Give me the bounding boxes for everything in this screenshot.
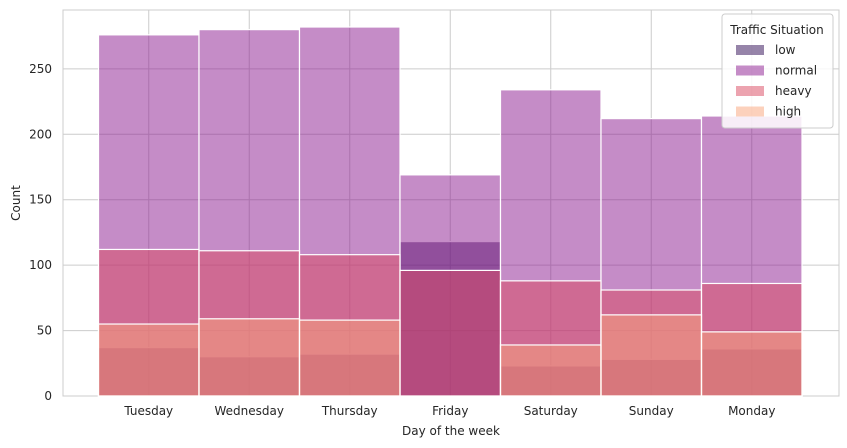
y-axis-label: Count (9, 185, 23, 221)
legend-swatch-heavy (736, 86, 764, 96)
x-axis-label: Day of the week (402, 424, 500, 438)
bar-high-tuesday (97, 323, 200, 397)
legend-label-low: low (775, 43, 796, 57)
x-tick-label: Monday (728, 404, 775, 418)
x-tick-label: Tuesday (123, 404, 173, 418)
y-tick-label: 150 (29, 193, 52, 207)
y-tick-label: 200 (29, 127, 52, 141)
bar-high-sunday (600, 314, 703, 397)
bars (97, 26, 803, 397)
x-tick-label: Friday (432, 404, 468, 418)
bar-high-wednesday (198, 318, 301, 397)
y-tick-label: 100 (29, 258, 52, 272)
legend-swatch-low (736, 45, 764, 55)
legend-swatch-normal (736, 65, 764, 76)
y-tick-label: 50 (37, 324, 52, 338)
y-tick-label: 250 (29, 62, 52, 76)
legend-box (721, 13, 834, 129)
y-tick-label: 0 (44, 389, 52, 403)
legend: Traffic Situation low normal heavy high (721, 13, 834, 129)
legend-title: Traffic Situation (729, 23, 823, 37)
x-tick-label: Saturday (524, 404, 578, 418)
legend-label-normal: normal (775, 64, 817, 78)
bar-high-saturday (499, 344, 602, 397)
x-tick-label: Wednesday (215, 404, 284, 418)
legend-label-high: high (775, 105, 801, 119)
legend-swatch-high (736, 106, 764, 117)
bar-heavy-friday (399, 269, 502, 397)
bar-high-thursday (298, 319, 401, 397)
x-axis: Tuesday Wednesday Thursday Friday Saturday Su… (123, 404, 775, 418)
x-tick-label: Thursday (321, 404, 378, 418)
x-tick-label: Sunday (629, 404, 674, 418)
legend-label-heavy: heavy (775, 84, 812, 98)
bar-high-monday (700, 331, 803, 397)
y-axis: 0 50 100 150 200 250 (29, 62, 52, 403)
